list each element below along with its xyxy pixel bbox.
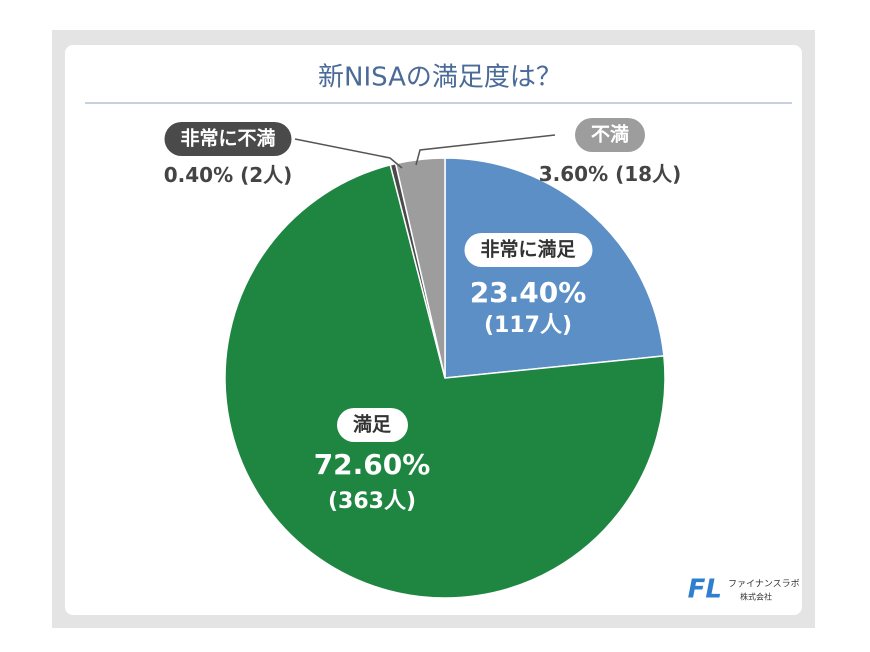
logo-name: ファイナンスラボ [728,579,800,590]
category-pill: 満足 [336,408,408,442]
value-line: 0.40% (2人) [164,163,293,187]
pill-bg [336,408,408,442]
value-label: 0.40% [164,163,233,187]
count-label: (18人) [615,162,681,186]
value-label: 23.40% [470,276,587,309]
logo-mark: FL [688,575,722,605]
chart-title: 新NISAの満足度は？ [318,63,562,93]
category-label: 非常に満足 [480,238,576,261]
pill-bg [464,233,593,267]
pie-slice [444,157,665,379]
pie-slice [224,163,666,599]
category-label: 満足 [353,414,392,436]
pill-bg [164,122,292,156]
leader-line [294,138,403,169]
count-label: (363人) [328,489,416,514]
pill-bg [574,118,646,152]
category-label: 不満 [591,124,629,146]
leader-line [415,134,556,166]
logo-sub: 株式会社 [740,592,772,602]
category-label: 非常に不満 [180,127,275,150]
category-pill: 非常に満足 [464,233,593,267]
value-line: 3.60% (18人) [539,162,681,186]
value-label: 72.60% [314,448,431,481]
count-label: (117人) [484,313,572,338]
category-pill: 非常に不満 [164,122,292,156]
count-label: (2人) [240,163,292,187]
value-label: 3.60% [539,162,608,186]
category-pill: 不満 [574,118,646,152]
